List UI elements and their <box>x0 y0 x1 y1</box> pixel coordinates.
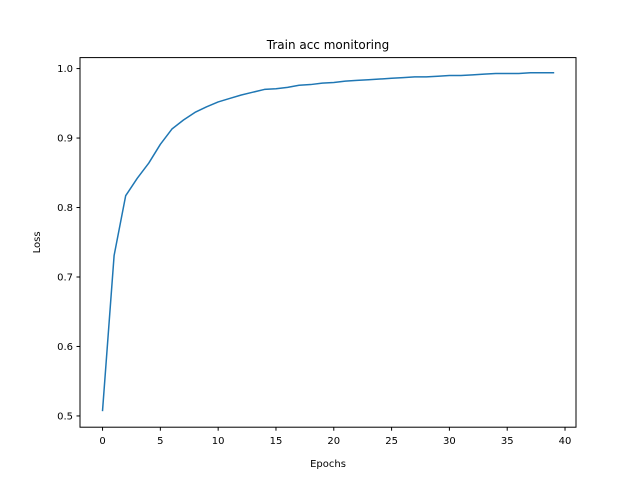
x-tick-label: 35 <box>501 436 514 447</box>
y-tick-label: 1.0 <box>57 64 73 75</box>
x-tick-label: 30 <box>443 436 456 447</box>
chart-title: Train acc monitoring <box>266 38 389 52</box>
x-tick-label: 40 <box>559 436 572 447</box>
y-tick-label: 0.5 <box>57 411 73 422</box>
x-tick-label: 5 <box>157 436 163 447</box>
x-tick-label: 25 <box>385 436 398 447</box>
plot-area <box>101 72 555 412</box>
series-line <box>101 72 555 412</box>
y-tick-label: 0.9 <box>57 134 73 145</box>
x-axis-label: Epochs <box>310 459 346 470</box>
x-tick-label: 15 <box>270 436 283 447</box>
y-tick-label: 0.8 <box>57 203 73 214</box>
plot-frame <box>79 57 577 428</box>
y-axis-label: Loss <box>32 231 43 253</box>
x-tick-label: 20 <box>327 436 340 447</box>
x-tick-label: 0 <box>99 436 105 447</box>
y-tick-label: 0.6 <box>57 342 73 353</box>
x-tick-label: 10 <box>212 436 225 447</box>
axis-ticks: 0 5 10 15 20 25 30 35 40 0.5 0.6 0.7 0.8 0.9 1.0 <box>57 64 571 447</box>
y-tick-label: 0.7 <box>57 272 73 283</box>
